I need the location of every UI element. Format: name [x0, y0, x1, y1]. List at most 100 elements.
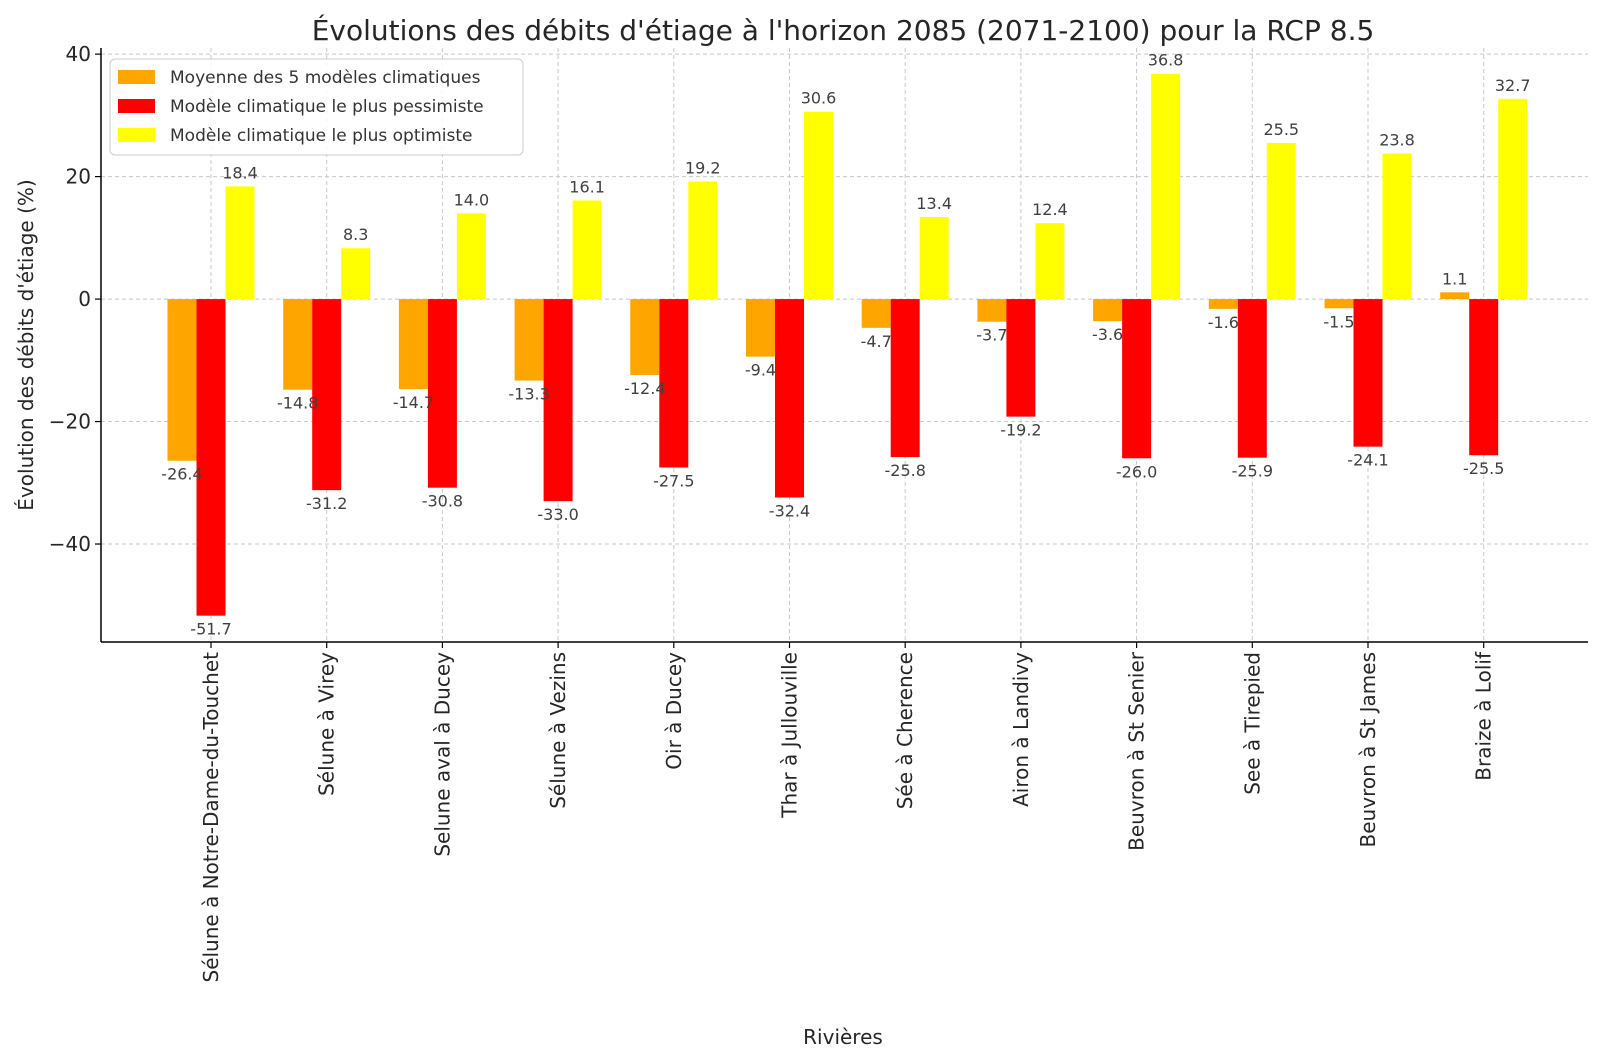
axes: 40 20 0 −20 −40 Sélune à Notre-Dame-du-Touche… — [49, 42, 1588, 983]
data-label: 36.8 — [1148, 51, 1184, 70]
data-label: -33.0 — [537, 505, 578, 524]
data-label: -14.7 — [393, 393, 434, 412]
y-tick-label: 20 — [66, 165, 91, 189]
bar — [427, 299, 457, 488]
bar — [1440, 292, 1470, 300]
category-label: Thar à Jullouville — [778, 652, 802, 819]
bar — [543, 299, 573, 502]
bar — [775, 299, 804, 498]
data-label: -13.3 — [508, 385, 549, 404]
data-label: 30.6 — [801, 89, 837, 108]
bar — [1382, 153, 1412, 300]
bar — [398, 299, 428, 390]
bar — [977, 299, 1007, 322]
data-label: -30.8 — [422, 492, 463, 511]
legend-label: Moyenne des 5 modèles climatiques — [170, 68, 481, 88]
bar — [1353, 299, 1383, 447]
bar — [630, 299, 660, 376]
bar — [312, 299, 342, 491]
bar — [861, 299, 891, 328]
category-label: Sélune à Virey — [315, 652, 339, 796]
bar — [514, 299, 544, 381]
data-label: -3.6 — [1092, 325, 1123, 344]
bar — [1266, 142, 1296, 300]
category-label: Beuvron à St James — [1356, 652, 1380, 847]
legend: Moyenne des 5 modèles climatiques Modèle … — [109, 58, 524, 156]
chart-title: Évolutions des débits d'étiage à l'horiz… — [312, 13, 1375, 47]
data-label: -19.2 — [1000, 421, 1041, 440]
legend-swatch — [118, 128, 155, 142]
data-label: 19.2 — [685, 158, 721, 177]
data-label: -26.0 — [1116, 462, 1157, 481]
data-label: -31.2 — [306, 494, 347, 513]
bar — [1324, 299, 1354, 309]
data-label: 14.0 — [454, 190, 490, 209]
data-label: 12.4 — [1032, 200, 1068, 219]
data-label: -25.5 — [1463, 459, 1504, 478]
bar — [919, 217, 949, 300]
bar — [1208, 299, 1238, 309]
y-tick-label: −20 — [49, 410, 91, 434]
bar — [167, 299, 197, 461]
category-label: Braize à Lolif — [1472, 651, 1496, 781]
bar — [341, 248, 371, 300]
bar — [196, 299, 226, 616]
bar — [746, 299, 775, 357]
data-label: -9.4 — [745, 361, 776, 380]
data-label: -25.9 — [1232, 462, 1273, 481]
legend-label: Modèle climatique le plus pessimiste — [170, 97, 484, 117]
data-label: 8.3 — [343, 225, 368, 244]
data-label: 23.8 — [1379, 130, 1415, 149]
data-label: -4.7 — [861, 332, 892, 351]
category-label: Airon à Landivy — [1009, 652, 1033, 807]
bar — [890, 299, 920, 458]
bar — [1093, 299, 1123, 322]
category-label: Sélune à Notre-Dame-du-Touchet — [199, 652, 223, 983]
bar — [688, 181, 718, 300]
data-label: -1.6 — [1208, 313, 1239, 332]
data-label: -25.8 — [884, 461, 925, 480]
data-label: -26.4 — [161, 465, 202, 484]
data-label: 32.7 — [1495, 76, 1531, 95]
bar — [456, 213, 486, 300]
legend-box — [109, 58, 524, 156]
data-labels: -26.4 -14.8 -14.7 -13.3 -12.4 -9.4 -4.7 -3.7 -3.… — [161, 51, 1530, 639]
category-label: See à Tirepied — [1240, 652, 1264, 795]
data-label: 18.4 — [222, 163, 258, 182]
bar — [1237, 299, 1267, 458]
bars — [167, 73, 1528, 616]
y-axis-label: Évolution des débits d'étiage (%) — [14, 179, 38, 510]
category-label: Sélune à Vezins — [546, 652, 570, 809]
x-axis-label: Rivières — [803, 1025, 883, 1049]
data-label: -12.4 — [624, 379, 665, 398]
y-tick-label: −40 — [49, 532, 91, 556]
data-label: -3.7 — [976, 326, 1007, 345]
data-label: -14.8 — [277, 394, 318, 413]
bar — [1006, 299, 1036, 417]
category-label: Selune aval à Ducey — [430, 652, 454, 857]
bar — [1498, 98, 1528, 300]
data-label: 13.4 — [916, 194, 952, 213]
data-label: -27.5 — [653, 471, 694, 490]
category-label: Oir à Ducey — [662, 652, 686, 770]
y-tick-label: 40 — [66, 42, 91, 66]
bar — [1122, 299, 1152, 459]
data-label: 1.1 — [1442, 269, 1467, 288]
bar — [1151, 73, 1181, 300]
data-label: 16.1 — [569, 177, 605, 196]
legend-swatch — [118, 99, 155, 113]
legend-label: Modèle climatique le plus optimiste — [170, 126, 472, 146]
y-tick-label: 0 — [78, 287, 91, 311]
bar — [225, 186, 255, 300]
data-label: -1.5 — [1323, 312, 1354, 331]
category-label: Sée à Cherence — [893, 652, 917, 809]
bar — [283, 299, 313, 390]
bar — [804, 111, 833, 300]
bar — [1469, 299, 1499, 456]
bar — [659, 299, 689, 468]
data-label: -24.1 — [1347, 451, 1388, 470]
bar — [572, 200, 602, 300]
category-label: Beuvron à St Senier — [1125, 651, 1149, 851]
legend-swatch — [118, 70, 155, 84]
